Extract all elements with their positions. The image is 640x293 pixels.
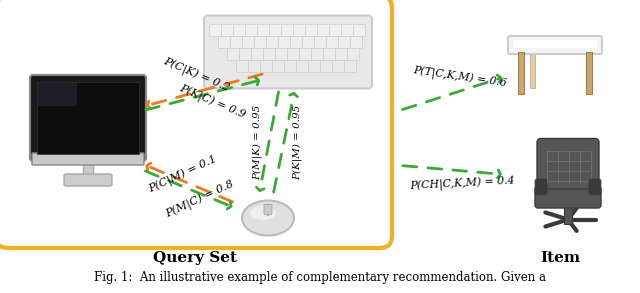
Bar xyxy=(518,52,524,94)
Text: P(C|M) = 0.1: P(C|M) = 0.1 xyxy=(147,154,219,196)
FancyBboxPatch shape xyxy=(204,16,372,88)
FancyBboxPatch shape xyxy=(589,179,601,195)
Text: P(T|C,K,M) = 0.6: P(T|C,K,M) = 0.6 xyxy=(412,65,508,91)
Bar xyxy=(83,158,93,176)
FancyBboxPatch shape xyxy=(330,25,342,37)
FancyBboxPatch shape xyxy=(260,60,273,72)
FancyBboxPatch shape xyxy=(285,60,296,72)
FancyBboxPatch shape xyxy=(535,186,601,208)
FancyBboxPatch shape xyxy=(312,49,323,60)
FancyBboxPatch shape xyxy=(305,25,317,37)
FancyBboxPatch shape xyxy=(535,179,547,195)
FancyBboxPatch shape xyxy=(209,25,221,37)
FancyBboxPatch shape xyxy=(348,49,360,60)
FancyBboxPatch shape xyxy=(508,36,602,54)
FancyBboxPatch shape xyxy=(294,25,305,37)
FancyBboxPatch shape xyxy=(282,25,294,37)
FancyBboxPatch shape xyxy=(243,37,255,49)
FancyBboxPatch shape xyxy=(248,60,260,72)
FancyBboxPatch shape xyxy=(278,37,291,49)
FancyBboxPatch shape xyxy=(218,37,230,49)
FancyBboxPatch shape xyxy=(30,75,146,161)
FancyBboxPatch shape xyxy=(537,139,599,189)
FancyBboxPatch shape xyxy=(317,25,330,37)
Text: P(CH|C,K,M) = 0.4: P(CH|C,K,M) = 0.4 xyxy=(409,175,515,193)
FancyBboxPatch shape xyxy=(308,60,321,72)
FancyBboxPatch shape xyxy=(227,49,239,60)
Text: P(K|M) = 0.95: P(K|M) = 0.95 xyxy=(292,104,302,180)
FancyBboxPatch shape xyxy=(37,82,139,154)
Text: Fig. 1:  An illustrative example of complementary recommendation. Given a: Fig. 1: An illustrative example of compl… xyxy=(94,272,546,285)
FancyBboxPatch shape xyxy=(230,37,243,49)
FancyBboxPatch shape xyxy=(275,49,287,60)
FancyBboxPatch shape xyxy=(257,25,269,37)
FancyBboxPatch shape xyxy=(234,25,246,37)
FancyBboxPatch shape xyxy=(269,25,282,37)
FancyBboxPatch shape xyxy=(221,25,234,37)
FancyBboxPatch shape xyxy=(0,0,392,248)
FancyBboxPatch shape xyxy=(326,37,339,49)
Text: P(K|C) = 0.9: P(K|C) = 0.9 xyxy=(177,83,247,121)
Bar xyxy=(564,193,572,224)
FancyBboxPatch shape xyxy=(333,60,344,72)
FancyBboxPatch shape xyxy=(321,60,333,72)
Bar xyxy=(586,52,592,94)
FancyBboxPatch shape xyxy=(64,174,112,186)
FancyBboxPatch shape xyxy=(303,37,314,49)
FancyBboxPatch shape xyxy=(239,49,252,60)
FancyBboxPatch shape xyxy=(264,205,272,214)
Text: Query Set: Query Set xyxy=(153,251,237,265)
FancyBboxPatch shape xyxy=(264,49,275,60)
FancyBboxPatch shape xyxy=(323,49,335,60)
Ellipse shape xyxy=(242,200,294,236)
FancyBboxPatch shape xyxy=(353,25,365,37)
FancyBboxPatch shape xyxy=(273,60,285,72)
FancyBboxPatch shape xyxy=(335,49,348,60)
FancyBboxPatch shape xyxy=(291,37,303,49)
FancyBboxPatch shape xyxy=(237,60,248,72)
FancyBboxPatch shape xyxy=(300,49,312,60)
FancyBboxPatch shape xyxy=(314,37,326,49)
FancyBboxPatch shape xyxy=(344,60,356,72)
Text: P(M|K) = 0.95: P(M|K) = 0.95 xyxy=(252,104,262,180)
FancyBboxPatch shape xyxy=(255,37,266,49)
Text: Item: Item xyxy=(540,251,580,265)
FancyBboxPatch shape xyxy=(351,37,362,49)
Ellipse shape xyxy=(250,206,276,220)
FancyBboxPatch shape xyxy=(32,153,144,165)
Text: P(M|C) = 0.8: P(M|C) = 0.8 xyxy=(164,179,236,221)
FancyBboxPatch shape xyxy=(339,37,351,49)
FancyBboxPatch shape xyxy=(296,60,308,72)
Bar xyxy=(513,40,597,48)
FancyBboxPatch shape xyxy=(287,49,300,60)
FancyBboxPatch shape xyxy=(266,37,278,49)
FancyBboxPatch shape xyxy=(246,25,257,37)
FancyBboxPatch shape xyxy=(252,49,264,60)
FancyBboxPatch shape xyxy=(342,25,353,37)
Text: P(C|K) = 0.2: P(C|K) = 0.2 xyxy=(161,56,231,94)
Bar xyxy=(530,52,535,88)
FancyBboxPatch shape xyxy=(37,82,77,106)
